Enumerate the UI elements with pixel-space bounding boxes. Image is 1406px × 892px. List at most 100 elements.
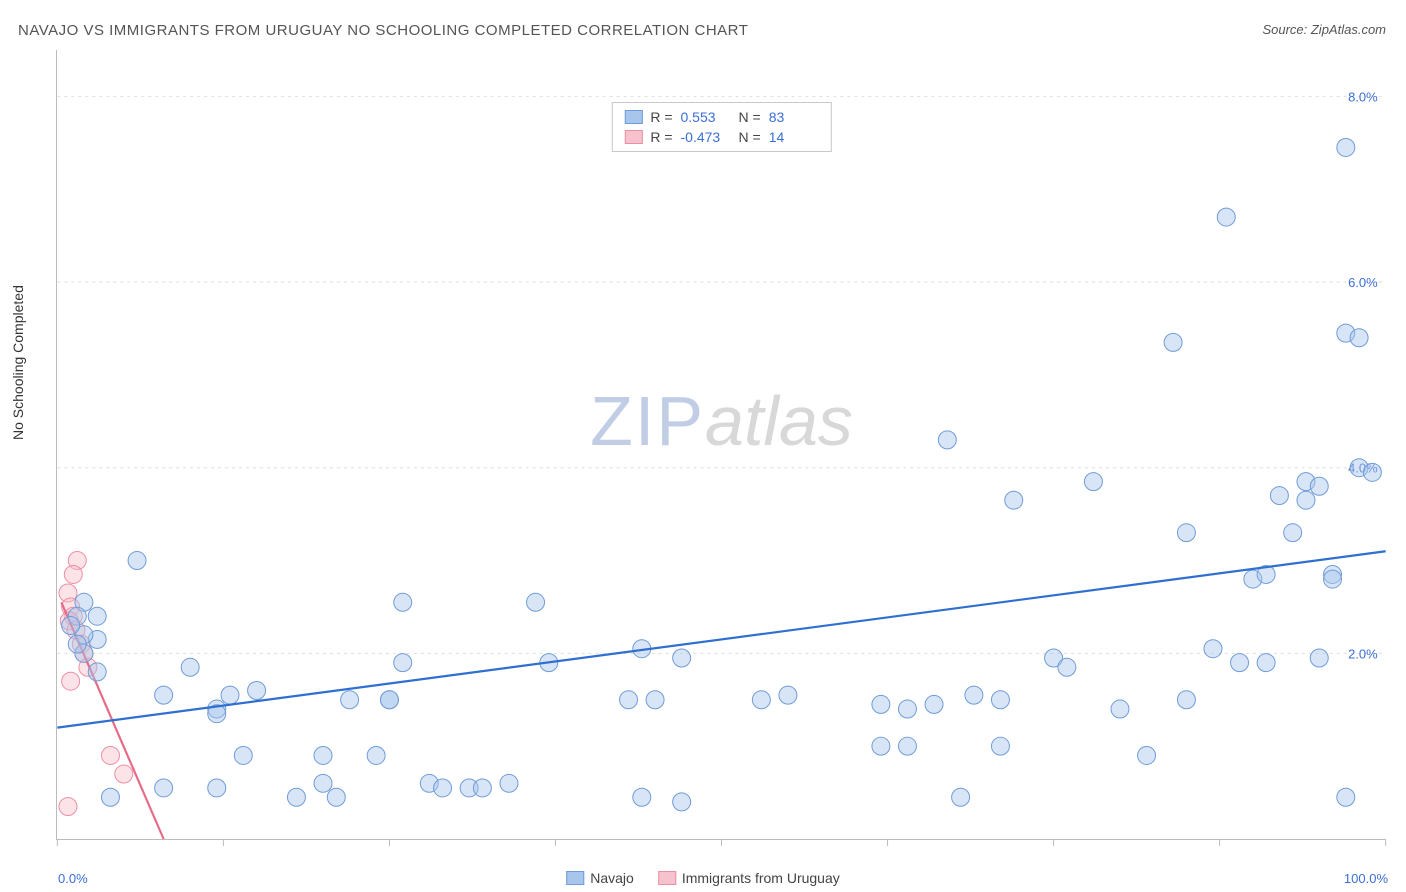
navajo-point	[646, 691, 664, 709]
navajo-point	[221, 686, 239, 704]
navajo-point	[1324, 570, 1342, 588]
navajo-point	[473, 779, 491, 797]
stats-r-label: R =	[650, 129, 672, 145]
navajo-point	[1084, 473, 1102, 491]
y-tick-label: 8.0%	[1348, 89, 1378, 104]
navajo-point	[965, 686, 983, 704]
navajo-point	[128, 552, 146, 570]
navajo-point	[527, 593, 545, 611]
stats-r-label: R =	[650, 109, 672, 125]
navajo-point	[155, 779, 173, 797]
navajo-point	[1231, 654, 1249, 672]
navajo-point	[181, 658, 199, 676]
x-axis-max-label: 100.0%	[1344, 871, 1388, 886]
navajo-point	[208, 779, 226, 797]
navajo-point	[1217, 208, 1235, 226]
uruguay-point	[62, 672, 80, 690]
legend-label-navajo: Navajo	[590, 870, 634, 886]
y-tick-label: 2.0%	[1348, 646, 1378, 661]
plot-area: ZIPatlas 2.0%4.0%6.0%8.0% R = 0.553 N = …	[56, 50, 1386, 840]
navajo-point	[434, 779, 452, 797]
navajo-point	[1058, 658, 1076, 676]
uruguay-point	[64, 565, 82, 583]
navajo-point	[779, 686, 797, 704]
navajo-point	[1337, 788, 1355, 806]
navajo-point	[1310, 649, 1328, 667]
navajo-point	[991, 737, 1009, 755]
navajo-point	[938, 431, 956, 449]
x-axis-min-label: 0.0%	[58, 871, 88, 886]
navajo-point	[872, 695, 890, 713]
stats-n-label: N =	[739, 109, 761, 125]
navajo-point	[898, 737, 916, 755]
stats-row-uruguay: R = -0.473 N = 14	[624, 127, 818, 147]
uruguay-point	[59, 798, 77, 816]
navajo-point	[1164, 333, 1182, 351]
navajo-point	[155, 686, 173, 704]
navajo-point	[1297, 491, 1315, 509]
navajo-point	[327, 788, 345, 806]
navajo-point	[633, 788, 651, 806]
legend-swatch-uruguay	[658, 871, 676, 885]
navajo-point	[673, 793, 691, 811]
navajo-point	[620, 691, 638, 709]
chart-title: NAVAJO VS IMMIGRANTS FROM URUGUAY NO SCH…	[18, 22, 748, 39]
navajo-point	[1138, 746, 1156, 764]
legend-swatch-navajo	[566, 871, 584, 885]
navajo-point	[287, 788, 305, 806]
navajo-point	[925, 695, 943, 713]
navajo-point	[991, 691, 1009, 709]
navajo-point	[394, 654, 412, 672]
legend-item-navajo: Navajo	[566, 870, 634, 886]
stats-legend: R = 0.553 N = 83 R = -0.473 N = 14	[611, 102, 831, 152]
navajo-point	[673, 649, 691, 667]
navajo-point	[1363, 463, 1381, 481]
stats-n-value-navajo: 83	[769, 109, 819, 125]
navajo-point	[1284, 524, 1302, 542]
navajo-point	[88, 607, 106, 625]
chart-container: NAVAJO VS IMMIGRANTS FROM URUGUAY NO SCH…	[0, 0, 1406, 892]
legend-label-uruguay: Immigrants from Uruguay	[682, 870, 840, 886]
navajo-point	[1337, 138, 1355, 156]
bottom-legend: Navajo Immigrants from Uruguay	[566, 870, 840, 886]
navajo-point	[314, 746, 332, 764]
swatch-navajo	[624, 110, 642, 124]
stats-r-value-uruguay: -0.473	[681, 129, 731, 145]
navajo-point	[1177, 524, 1195, 542]
y-tick-label: 6.0%	[1348, 275, 1378, 290]
navajo-point	[752, 691, 770, 709]
navajo-point	[1111, 700, 1129, 718]
navajo-point	[367, 746, 385, 764]
legend-item-uruguay: Immigrants from Uruguay	[658, 870, 840, 886]
navajo-point	[500, 774, 518, 792]
navajo-point	[248, 681, 266, 699]
navajo-point	[68, 635, 86, 653]
stats-n-value-uruguay: 14	[769, 129, 819, 145]
navajo-point	[1257, 654, 1275, 672]
scatter-svg: 2.0%4.0%6.0%8.0%	[57, 50, 1386, 839]
navajo-point	[1204, 640, 1222, 658]
navajo-point	[1310, 477, 1328, 495]
source-attribution: Source: ZipAtlas.com	[1262, 22, 1386, 37]
navajo-point	[952, 788, 970, 806]
navajo-point	[1270, 487, 1288, 505]
navajo-point	[872, 737, 890, 755]
navajo-point	[394, 593, 412, 611]
navajo-point	[62, 617, 80, 635]
uruguay-point	[101, 746, 119, 764]
swatch-uruguay	[624, 130, 642, 144]
navajo-point	[314, 774, 332, 792]
navajo-point	[898, 700, 916, 718]
stats-r-value-navajo: 0.553	[681, 109, 731, 125]
navajo-point	[88, 663, 106, 681]
navajo-point	[234, 746, 252, 764]
stats-n-label: N =	[739, 129, 761, 145]
navajo-point	[1350, 329, 1368, 347]
y-axis-label: No Schooling Completed	[10, 285, 26, 440]
navajo-point	[1177, 691, 1195, 709]
navajo-point	[101, 788, 119, 806]
navajo-point	[380, 691, 398, 709]
uruguay-point	[115, 765, 133, 783]
stats-row-navajo: R = 0.553 N = 83	[624, 107, 818, 127]
navajo-point	[1005, 491, 1023, 509]
